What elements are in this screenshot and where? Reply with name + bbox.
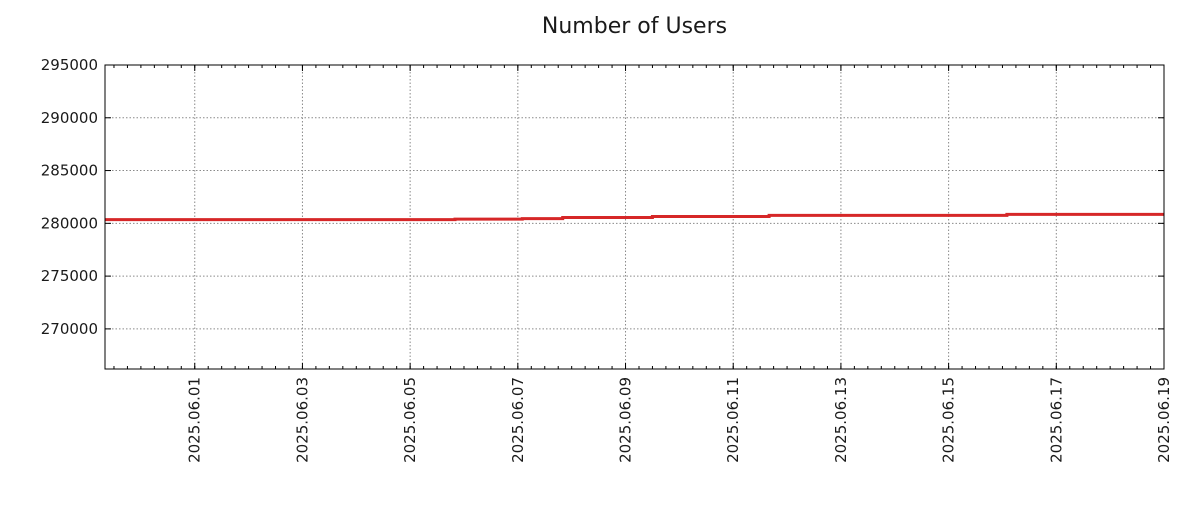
y-tick-label: 285000 xyxy=(41,162,98,180)
x-tick-label: 2025.06.11 xyxy=(724,377,742,463)
x-tick-label: 2025.06.13 xyxy=(832,377,850,463)
x-tick-label: 2025.06.05 xyxy=(401,377,419,463)
series-line xyxy=(105,212,1164,222)
y-tick-label: 290000 xyxy=(41,109,98,127)
x-tick-label: 2025.06.01 xyxy=(186,377,204,463)
y-tick-label: 275000 xyxy=(41,267,98,285)
y-tick-label: 295000 xyxy=(41,56,98,74)
x-tick-label: 2025.06.03 xyxy=(293,377,311,463)
x-tick-label: 2025.06.17 xyxy=(1047,377,1065,463)
chart-title: Number of Users xyxy=(541,14,728,39)
plot-frame xyxy=(104,64,1165,370)
x-tick-label: 2025.06.15 xyxy=(940,377,958,463)
x-tick-label: 2025.06.19 xyxy=(1155,377,1173,463)
x-tick-label: 2025.06.07 xyxy=(509,377,527,463)
y-tick-label: 270000 xyxy=(41,320,98,338)
x-tick-label: 2025.06.09 xyxy=(617,377,635,463)
y-tick-label: 280000 xyxy=(41,214,98,232)
